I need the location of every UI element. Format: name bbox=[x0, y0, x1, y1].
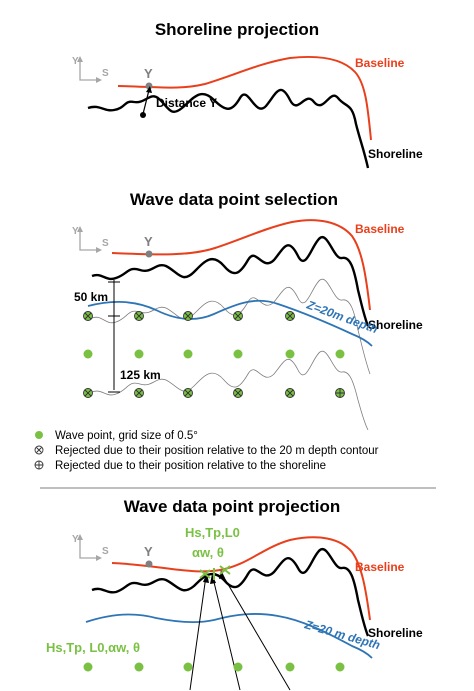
wave-points-row-2 bbox=[83, 349, 345, 359]
projected-points bbox=[199, 565, 231, 580]
distance-50km-label: 50 km bbox=[74, 290, 108, 304]
point-y-label: Y bbox=[144, 544, 153, 559]
wave-points-row-3 bbox=[83, 388, 345, 398]
panel-wave-point-selection: Wave data point selection Y S Baseline Y… bbox=[34, 190, 423, 472]
shoreline-line bbox=[87, 88, 370, 169]
baseline-label: Baseline bbox=[355, 56, 405, 70]
shoreline-line bbox=[91, 547, 370, 637]
shoreline-label: Shoreline bbox=[368, 318, 423, 332]
baseline-label: Baseline bbox=[355, 222, 405, 236]
legend-item-1: Wave point, grid size of 0.5° bbox=[55, 430, 198, 442]
baseline-line bbox=[111, 536, 371, 621]
axis-y-label: Y bbox=[72, 534, 79, 545]
legend: Wave point, grid size of 0.5° Rejected d… bbox=[34, 430, 379, 472]
legend-circled-x-icon bbox=[34, 445, 44, 455]
distance-125km-label: 125 km bbox=[120, 368, 161, 382]
point-y-label: Y bbox=[144, 234, 153, 249]
distance-arrow bbox=[142, 89, 150, 115]
panel-1-title: Shoreline projection bbox=[155, 20, 319, 39]
shoreline-label: Shoreline bbox=[368, 147, 423, 161]
axis-y-label: Y bbox=[72, 56, 79, 67]
params-top-line-1: Hs,Tp,L0 bbox=[185, 525, 240, 540]
shoreline-point bbox=[140, 112, 146, 118]
shoreline-offset-125km bbox=[91, 350, 369, 431]
wave-points-row bbox=[83, 662, 345, 672]
panel-3-title: Wave data point projection bbox=[124, 497, 341, 516]
panel-2-title: Wave data point selection bbox=[130, 190, 338, 209]
baseline-point bbox=[145, 250, 153, 258]
axes-icon bbox=[77, 56, 102, 83]
axis-s-label: S bbox=[102, 238, 109, 249]
axis-y-label: Y bbox=[72, 226, 79, 237]
panel-shoreline-projection: Shoreline projection Y S Baseline Shorel… bbox=[72, 20, 423, 169]
params-top-line-2: αw, θ bbox=[192, 545, 224, 560]
wave-points-row-1 bbox=[83, 311, 295, 321]
shoreline-offset-50km bbox=[91, 278, 371, 375]
panel-wave-point-projection: Wave data point projection Y S Baseline … bbox=[46, 497, 423, 691]
baseline-line bbox=[117, 55, 372, 141]
legend-item-2: Rejected due to their position relative … bbox=[55, 445, 379, 457]
params-left: Hs,Tp, L0,αw, θ bbox=[46, 640, 140, 655]
projection-arrows bbox=[189, 570, 291, 691]
axis-s-label: S bbox=[102, 546, 109, 557]
baseline-point bbox=[145, 82, 153, 90]
point-y-label: Y bbox=[144, 66, 153, 81]
shoreline-label: Shoreline bbox=[368, 626, 423, 640]
axes-icon bbox=[77, 226, 102, 253]
contour-label: Z=20 m depth bbox=[302, 617, 381, 652]
depth-contour-20m bbox=[87, 299, 373, 347]
legend-item-3: Rejected due to their position relative … bbox=[55, 460, 326, 472]
baseline-label: Baseline bbox=[355, 560, 405, 574]
shoreline-line bbox=[91, 236, 370, 327]
axis-s-label: S bbox=[102, 68, 109, 79]
axes-icon bbox=[77, 534, 102, 561]
baseline-line bbox=[111, 219, 371, 311]
baseline-point bbox=[145, 560, 153, 568]
distance-y-label: Distance Y bbox=[156, 96, 217, 110]
legend-dot-icon bbox=[35, 431, 43, 439]
